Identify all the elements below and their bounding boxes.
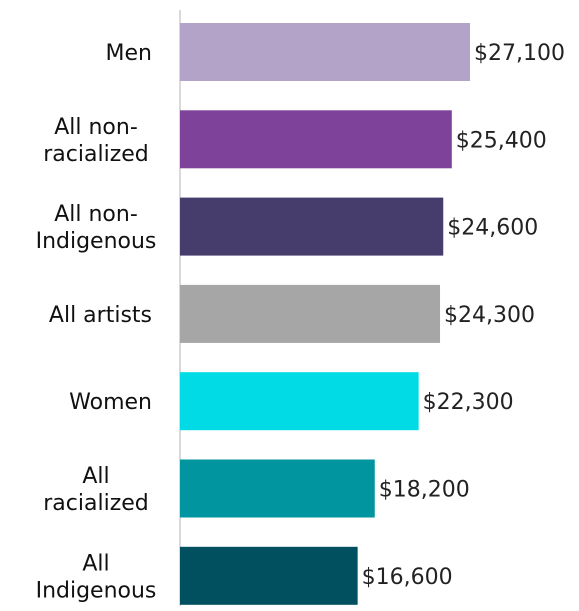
- bar: [180, 110, 452, 169]
- data-label: $24,600: [447, 216, 538, 241]
- category-label-line: All: [82, 551, 109, 576]
- category-label-line: racialized: [43, 491, 149, 516]
- category-label: All Indigenous: [36, 551, 157, 603]
- bar: [180, 546, 358, 605]
- bar: [180, 284, 441, 343]
- category-label-line: All artists: [49, 303, 152, 328]
- bar: [180, 459, 375, 518]
- category-label-line: All: [82, 464, 109, 489]
- data-label: $18,200: [379, 478, 470, 503]
- category-label: All non-Indigenous: [36, 202, 157, 254]
- data-label: $16,600: [362, 565, 453, 590]
- category-label-line: Indigenous: [36, 229, 157, 254]
- bar: [180, 372, 419, 431]
- category-label: All artists: [49, 303, 152, 328]
- category-label-line: Women: [69, 390, 152, 415]
- data-label: $25,400: [456, 128, 547, 153]
- category-label: Women: [69, 390, 152, 415]
- category-label-line: Men: [106, 41, 152, 66]
- bar: [180, 23, 470, 81]
- category-label-line: Indigenous: [36, 578, 157, 603]
- category-label-line: All non-: [54, 115, 138, 140]
- data-label: $24,300: [444, 303, 535, 328]
- data-label: $27,100: [474, 41, 565, 66]
- category-label: All non-racialized: [43, 115, 149, 167]
- category-label-line: racialized: [43, 142, 149, 167]
- category-label: Men: [106, 41, 152, 66]
- category-label-line: All non-: [54, 202, 138, 227]
- data-label: $22,300: [423, 390, 514, 415]
- bar: [180, 197, 444, 256]
- category-label: All racialized: [43, 464, 149, 516]
